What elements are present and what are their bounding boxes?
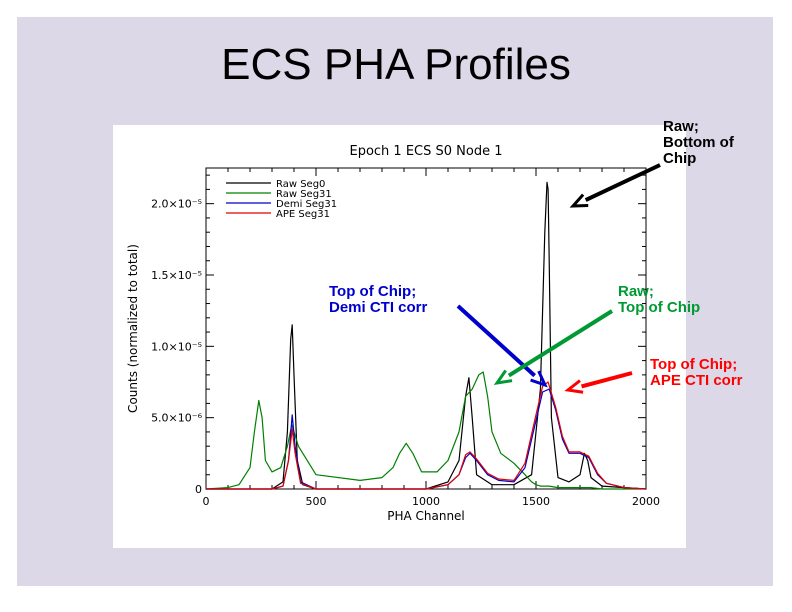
x-tick-label: 1500 <box>522 495 550 508</box>
y-axis-label: Counts (normalized to total) <box>126 244 140 413</box>
annotation-top-demi: Top of Chip; Demi CTI corr <box>329 283 428 316</box>
y-tick-label: 2.0×10⁻⁵ <box>151 198 202 211</box>
plot-panel: Epoch 1 ECS S0 Node 1 0 500 1000 1500 2000 0 5.… <box>113 125 686 548</box>
chart-title: Epoch 1 ECS S0 Node 1 <box>349 144 502 159</box>
series-line-2 <box>206 388 647 490</box>
y-tick-label: 1.5×10⁻⁵ <box>151 269 202 282</box>
series-line-1 <box>205 371 646 490</box>
series-line-3 <box>206 381 647 490</box>
x-axis-label: PHA Channel <box>387 509 465 523</box>
legend-label: Raw Seg31 <box>276 189 332 200</box>
legend-label: Demi Seg31 <box>276 199 337 210</box>
x-tick-label: 0 <box>203 495 210 508</box>
series-line-0 <box>206 181 647 490</box>
legend-label: Raw Seg0 <box>276 179 325 190</box>
y-tick-label: 1.0×10⁻⁵ <box>151 340 202 353</box>
x-tick-label: 2000 <box>632 495 660 508</box>
annotation-raw-top: Raw; Top of Chip <box>618 283 701 316</box>
pha-profile-chart: Epoch 1 ECS S0 Node 1 0 500 1000 1500 2000 0 5.… <box>126 144 660 523</box>
x-tick-label: 500 <box>306 495 327 508</box>
legend-label: APE Seg31 <box>276 209 330 220</box>
x-tick-label: 1000 <box>412 495 440 508</box>
y-tick-label: 5.0×10⁻⁶ <box>151 412 203 425</box>
y-tick-label: 0 <box>195 483 202 496</box>
annotation-top-ape: Top of Chip; APE CTI corr <box>650 356 743 389</box>
slide-title: ECS PHA Profiles <box>221 40 571 89</box>
annotation-raw-bottom: Raw; Bottom of Chip <box>663 118 734 167</box>
plot-frame <box>205 167 647 490</box>
